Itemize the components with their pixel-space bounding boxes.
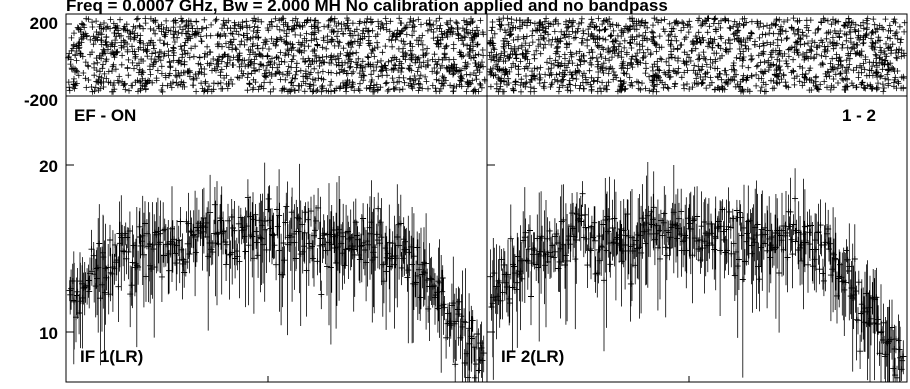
amp-markers-if2 <box>487 190 907 381</box>
phase-markers-if2 <box>486 15 908 95</box>
amp-ytick-upper: 20 <box>39 157 58 176</box>
phase-ytick-bottom: -200 <box>24 91 58 110</box>
corner-label-left: EF - ON <box>74 106 136 125</box>
chart-title: Freq = 0.0007 GHz, Bw = 2.000 MH No cali… <box>66 0 668 15</box>
if2-label: IF 2(LR) <box>501 347 564 366</box>
amplitude-panel <box>66 162 907 382</box>
phase-markers-if1 <box>65 15 488 95</box>
phase-ytick-top: 200 <box>30 14 58 33</box>
amp-frame-if2 <box>486 95 908 383</box>
corner-label-right: 1 - 2 <box>842 106 876 125</box>
phase-panel <box>65 15 908 95</box>
amp-ytick-lower: 10 <box>39 324 58 343</box>
amp-markers-if1 <box>66 194 487 381</box>
if1-label: IF 1(LR) <box>80 347 143 366</box>
panel-frames <box>65 13 908 383</box>
